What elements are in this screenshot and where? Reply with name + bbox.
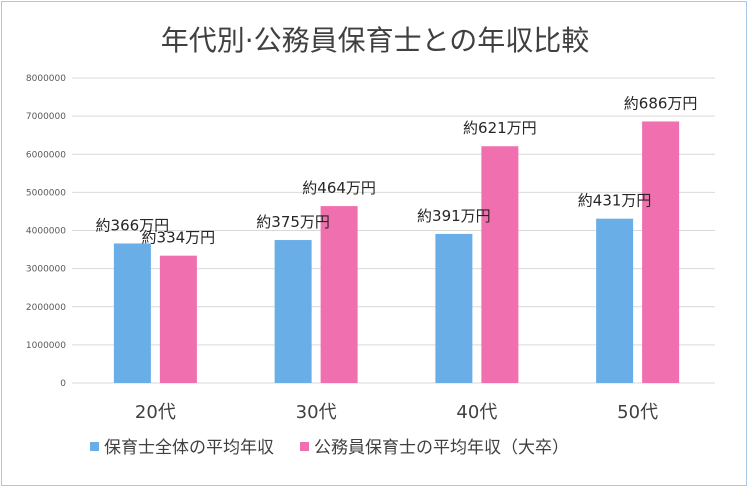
y-tick-label: 0 xyxy=(60,379,66,389)
bar-public-50代 xyxy=(642,121,680,384)
y-tick-label: 5000000 xyxy=(26,188,66,198)
x-tick-label: 50代 xyxy=(617,402,658,423)
legend-label: 公務員保育士の平均年収（大卒） xyxy=(314,438,569,458)
data-label: 約431万円 xyxy=(578,192,652,210)
chart-title: 年代別·公務員保育士との年収比較 xyxy=(161,24,590,57)
bar-all-30代 xyxy=(274,240,312,383)
x-tick-label: 20代 xyxy=(135,402,176,423)
y-tick-label: 6000000 xyxy=(26,150,66,160)
data-label: 約366万円 xyxy=(96,216,170,234)
legend-swatch xyxy=(90,442,99,451)
y-tick-label: 4000000 xyxy=(26,227,66,237)
x-tick-label: 30代 xyxy=(296,402,337,423)
data-label: 約334万円 xyxy=(142,229,216,247)
x-tick-label: 40代 xyxy=(456,402,497,423)
bar-all-50代 xyxy=(596,218,634,383)
bar-all-40代 xyxy=(435,233,473,383)
bar-public-30代 xyxy=(320,206,358,383)
data-label: 約686万円 xyxy=(624,94,698,112)
y-tick-label: 7000000 xyxy=(26,112,66,122)
y-tick-label: 1000000 xyxy=(26,341,66,351)
bar-all-20代 xyxy=(113,243,151,383)
data-label: 約621万円 xyxy=(463,119,537,137)
y-tick-label: 3000000 xyxy=(26,265,66,275)
bar-public-40代 xyxy=(481,146,519,383)
y-tick-label: 2000000 xyxy=(26,303,66,313)
y-tick-label: 8000000 xyxy=(26,74,66,84)
data-label: 約391万円 xyxy=(417,207,491,225)
data-label: 約375万円 xyxy=(256,213,330,231)
data-label: 約464万円 xyxy=(302,179,376,197)
legend-label: 保育士全体の平均年収 xyxy=(104,438,274,458)
legend-swatch xyxy=(300,442,309,451)
bar-public-20代 xyxy=(159,255,197,383)
